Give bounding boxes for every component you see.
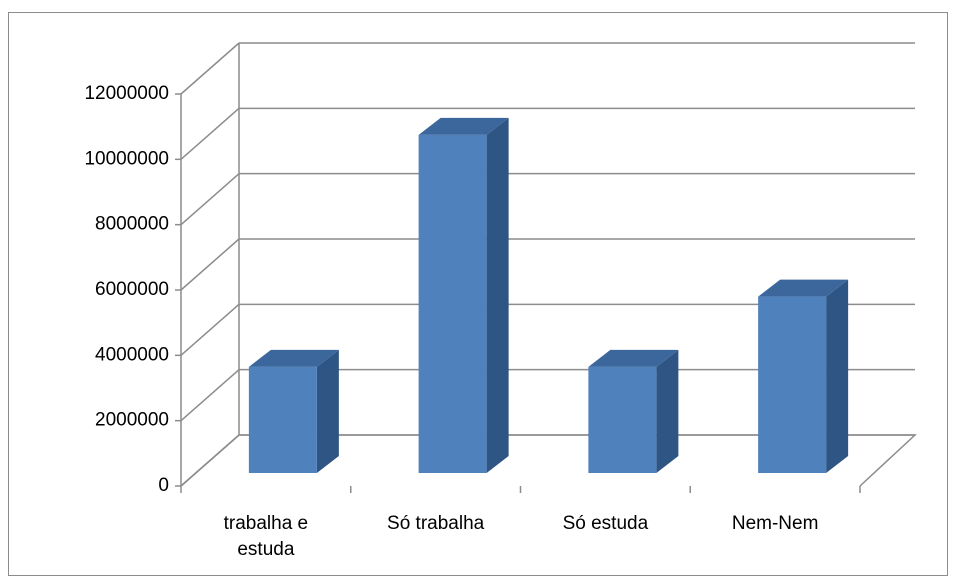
y-tick-label: 4000000 (95, 344, 169, 365)
grid-line-side (180, 107, 240, 160)
bar-top (588, 349, 679, 367)
bar (758, 296, 827, 473)
grid-line-side (180, 173, 240, 226)
y-tick-label: 12000000 (84, 83, 169, 104)
bar-top (418, 117, 509, 135)
bar-side (316, 349, 339, 473)
bar-side (486, 117, 509, 474)
x-tick-label: Nem-Nem (731, 513, 819, 534)
x-tick-label: trabalha e estuda (223, 513, 309, 560)
bar-side (826, 279, 849, 473)
bar-top (758, 279, 849, 297)
x-tick-label: Só estuda (562, 513, 649, 534)
y-tick-label: 10000000 (84, 148, 169, 169)
bar (248, 366, 317, 473)
grid-line-side (180, 238, 240, 291)
grid-line-side (180, 303, 240, 356)
y-tick-label: 6000000 (95, 279, 169, 300)
bar-top (248, 349, 339, 367)
y-tick-label: 2000000 (95, 410, 169, 431)
grid-line-side (180, 369, 240, 422)
bar-side (656, 349, 679, 473)
bar (588, 366, 657, 473)
grid-line-side (180, 42, 240, 95)
y-tick-label: 0 (158, 475, 169, 496)
x-tick-label: Só trabalha (387, 513, 485, 534)
y-tick-label: 8000000 (95, 214, 169, 235)
bar (418, 134, 487, 473)
grid-line-side (180, 434, 240, 487)
